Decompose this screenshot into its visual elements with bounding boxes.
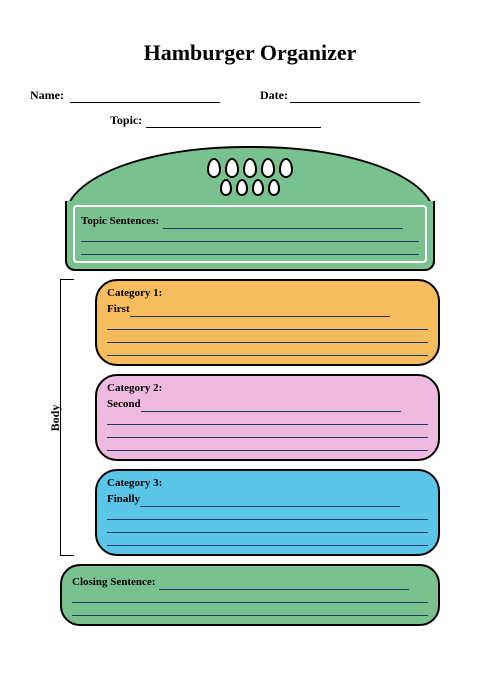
topic-input-line[interactable] (146, 116, 321, 128)
topic-sentences-box[interactable]: Topic Sentences: (65, 201, 435, 271)
category-box-3[interactable]: Category 3: Finally (95, 469, 440, 556)
body-group: Body Category 1:FirstCategory 2:SecondCa… (40, 279, 460, 556)
closing-sentence-box[interactable]: Closing Sentence: (60, 564, 440, 626)
date-label: Date: (260, 88, 288, 103)
seed-icon (225, 158, 239, 178)
category-sublabel: Finally (107, 493, 140, 505)
topic-label: Topic: (110, 113, 142, 128)
category-box-2[interactable]: Category 2: Second (95, 374, 440, 461)
seed-icon (261, 158, 275, 178)
body-label: Body (48, 404, 63, 431)
header-row: Name: Date: (30, 88, 470, 103)
seed-icon (252, 179, 264, 196)
seed-icon (236, 179, 248, 196)
page-title: Hamburger Organizer (30, 40, 470, 66)
closing-label: Closing Sentence: (72, 576, 155, 588)
category-label: Category 2: (107, 382, 428, 394)
seed-icon (220, 179, 232, 196)
seed-icon (268, 179, 280, 196)
category-sublabel: First (107, 303, 130, 315)
seed-icon (207, 158, 221, 178)
category-sublabel: Second (107, 398, 141, 410)
name-input-line[interactable] (70, 91, 220, 103)
seeds (65, 158, 435, 201)
category-label: Category 3: (107, 477, 428, 489)
seed-icon (243, 158, 257, 178)
bun-top (65, 146, 435, 201)
category-box-1[interactable]: Category 1: First (95, 279, 440, 366)
category-label: Category 1: (107, 287, 428, 299)
seed-icon (279, 158, 293, 178)
name-label: Name: (30, 88, 64, 103)
topic-sentences-label: Topic Sentences: (81, 215, 159, 227)
date-input-line[interactable] (290, 91, 420, 103)
